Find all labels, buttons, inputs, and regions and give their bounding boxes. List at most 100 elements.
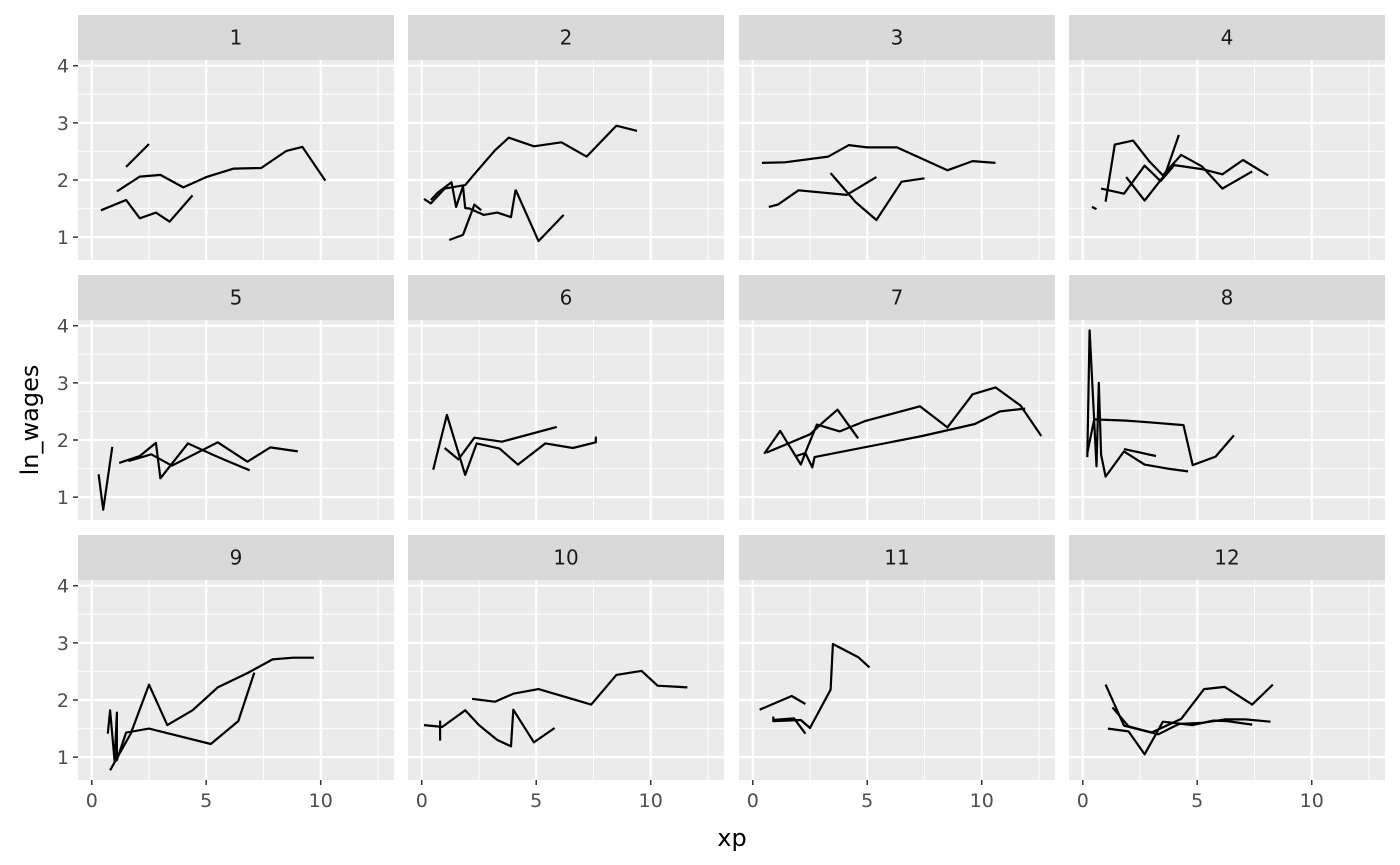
facet-10: 10	[408, 535, 724, 780]
facet-11: 11	[739, 535, 1055, 780]
panel-background	[408, 60, 724, 260]
facet-strip-label: 1	[230, 26, 243, 50]
facet-strip-label: 5	[230, 286, 243, 310]
series-line	[100, 194, 194, 223]
x-tick-label: 5	[530, 790, 542, 812]
series-line	[430, 181, 517, 219]
panel-background	[739, 320, 1055, 520]
series-line	[125, 143, 150, 168]
facet-strip-label: 7	[891, 286, 904, 310]
facet-strip-label: 4	[1221, 26, 1234, 50]
series-line	[423, 124, 638, 205]
facet-3: 3	[739, 15, 1055, 260]
x-axis: 0 5 10 0 5 10 0 5 10 0 5 10	[86, 780, 1324, 812]
series-line	[118, 441, 251, 480]
facet-strip	[739, 535, 1055, 580]
x-tick-label: 5	[861, 790, 873, 812]
series-line	[432, 413, 597, 476]
facet-strip	[78, 15, 394, 60]
series-line	[443, 425, 558, 461]
y-tick-label: 1	[57, 487, 69, 509]
series-line	[116, 145, 327, 193]
x-tick-label: 0	[1077, 790, 1089, 812]
series-line	[1086, 418, 1235, 467]
series-line	[1086, 329, 1189, 478]
series-line	[772, 642, 871, 730]
x-tick-label: 10	[639, 790, 663, 812]
series-line	[1111, 706, 1271, 736]
panel-background	[408, 580, 724, 780]
facet-strip	[408, 15, 724, 60]
series-line	[761, 144, 996, 172]
facet-strip-label: 8	[1221, 286, 1234, 310]
panel-background	[408, 320, 724, 520]
y-axis-title: ln_wages	[16, 365, 44, 476]
series-line	[759, 694, 806, 711]
x-tick-label: 10	[970, 790, 994, 812]
series-line	[448, 203, 483, 242]
x-tick-label: 0	[416, 790, 428, 812]
series-line	[768, 176, 877, 208]
facet-strip-label: 6	[560, 286, 573, 310]
facet-strip	[1069, 15, 1385, 60]
series-line	[1091, 205, 1097, 211]
y-tick-label: 4	[57, 56, 69, 78]
series-line	[128, 441, 298, 467]
series-line	[471, 669, 688, 706]
facet-strip	[739, 15, 1055, 60]
facet-strip-label: 12	[1214, 546, 1239, 570]
y-tick-label: 3	[57, 633, 69, 655]
series-line	[1125, 134, 1180, 202]
facet-strip	[1069, 535, 1385, 580]
x-tick-label: 5	[1191, 790, 1203, 812]
panel-background	[78, 580, 394, 780]
x-tick-label: 10	[1300, 790, 1324, 812]
facet-4: 4	[1069, 15, 1385, 260]
y-tick-label: 4	[57, 316, 69, 338]
series-line	[773, 717, 807, 735]
series-line	[514, 189, 565, 243]
series-line	[763, 386, 1043, 466]
x-tick-label: 10	[309, 790, 333, 812]
x-tick-label: 0	[747, 790, 759, 812]
facet-strip-label: 11	[884, 546, 909, 570]
panel-background	[739, 580, 1055, 780]
series-line	[829, 172, 925, 222]
panel-background	[78, 60, 394, 260]
facet-strip	[1069, 275, 1385, 320]
facet-strip-label: 2	[560, 26, 573, 50]
facet-6: 6	[408, 275, 724, 520]
facet-strip	[78, 535, 394, 580]
facet-strip-label: 9	[230, 546, 243, 570]
x-tick-label: 5	[200, 790, 212, 812]
facet-panels: 1 2 3 45 6 7 89 10 11 12	[78, 15, 1385, 780]
panel-background	[1069, 580, 1385, 780]
series-line	[795, 407, 1026, 469]
facet-strip-label: 3	[891, 26, 904, 50]
y-tick-label: 2	[57, 430, 69, 452]
y-tick-label: 3	[57, 113, 69, 135]
facet-strip-label: 10	[553, 546, 578, 570]
facet-8: 8	[1069, 275, 1385, 520]
series-line	[423, 708, 556, 748]
y-tick-label: 2	[57, 170, 69, 192]
panel-background	[739, 60, 1055, 260]
facet-strip	[78, 275, 394, 320]
facet-strip	[408, 535, 724, 580]
series-line	[766, 408, 859, 454]
facet-9: 9	[78, 535, 394, 780]
y-tick-label: 3	[57, 373, 69, 395]
y-tick-label: 2	[57, 690, 69, 712]
series-line	[109, 656, 314, 771]
x-tick-label: 0	[86, 790, 98, 812]
y-tick-label: 1	[57, 227, 69, 249]
facet-2: 2	[408, 15, 724, 260]
facet-5: 5	[78, 275, 394, 520]
y-tick-label: 4	[57, 576, 69, 598]
series-line	[1123, 448, 1157, 458]
y-axis: 1 2 3 4 1 2 3 4 1 2 3 4	[57, 56, 78, 769]
facet-12: 12	[1069, 535, 1385, 780]
y-tick-label: 1	[57, 747, 69, 769]
panel-background	[78, 320, 394, 520]
